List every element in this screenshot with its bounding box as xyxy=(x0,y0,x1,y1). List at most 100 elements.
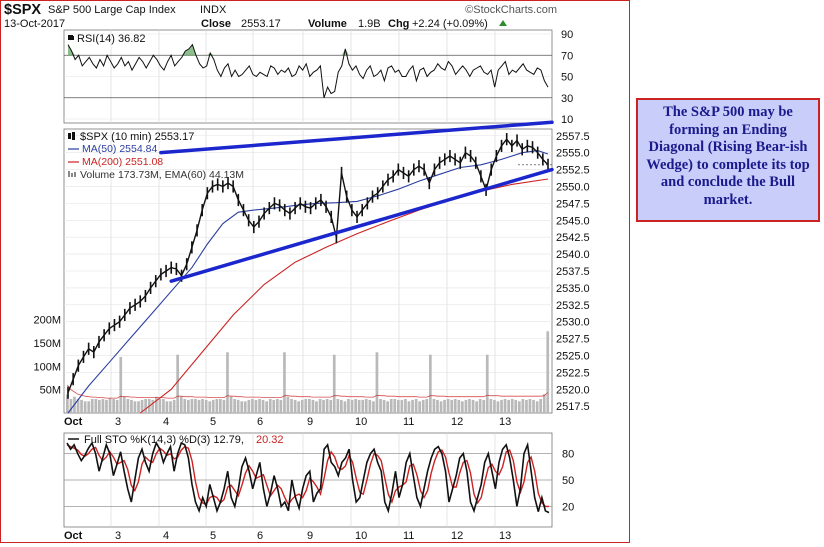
volume-bar xyxy=(457,399,461,413)
volume-label: Volume xyxy=(308,18,347,30)
volume-bar xyxy=(187,399,190,413)
volume-bar xyxy=(297,401,300,413)
volume-bar xyxy=(155,396,158,413)
volume-bar xyxy=(389,399,393,413)
volume-bar xyxy=(179,396,183,413)
volume-bar xyxy=(201,399,204,413)
close-value: 2553.17 xyxy=(241,18,281,30)
volume-bar xyxy=(485,354,489,413)
volume-bar xyxy=(329,399,333,413)
index-name: S&P 500 Large Cap Index xyxy=(48,4,176,16)
volume-bar xyxy=(439,401,443,413)
rsi-legend: RSI(14) 36.82 xyxy=(68,33,145,45)
volume-bar xyxy=(165,401,169,413)
price-tick-label: 2540.0 xyxy=(556,249,590,261)
x-tick-label: 5 xyxy=(210,530,216,542)
volume-bar xyxy=(137,401,140,413)
volume-bar xyxy=(407,401,411,413)
volume-bar xyxy=(215,399,219,413)
volume-bar xyxy=(308,399,311,413)
volume-bar xyxy=(535,401,539,413)
symbol: $SPX xyxy=(4,2,41,18)
stock-chart: $SPX S&P 500 Large Cap Index INDX ©Stock… xyxy=(4,2,590,542)
volume-bar xyxy=(436,399,439,413)
volume-bar xyxy=(247,399,251,413)
volume-bar xyxy=(162,399,165,413)
volume-bar xyxy=(322,399,325,413)
volume-bar xyxy=(240,401,244,413)
volume-bar xyxy=(76,399,80,413)
volume-bar xyxy=(311,399,315,413)
volume-bar xyxy=(122,396,126,413)
volume-bar xyxy=(190,399,194,413)
price-tick-label: 2550.0 xyxy=(556,181,590,193)
volume-bar xyxy=(514,399,518,413)
volume-bar xyxy=(265,401,268,413)
volume-bar xyxy=(364,399,368,413)
sto-tick-label: 50 xyxy=(562,475,574,487)
volume-bar xyxy=(507,399,510,413)
volume-bar xyxy=(229,396,233,413)
date: 13-Oct-2017 xyxy=(4,18,65,30)
volume-bar xyxy=(300,399,304,413)
volume-bar xyxy=(293,399,297,413)
volume-tick-label: 50M xyxy=(40,385,61,397)
volume-bar xyxy=(233,399,236,413)
x-tick-label: 10 xyxy=(355,416,367,428)
volume-bar xyxy=(283,352,286,413)
x-tick-label: 6 xyxy=(257,530,263,542)
volume-bar xyxy=(172,399,176,413)
volume-bar xyxy=(332,354,336,413)
volume-bar xyxy=(546,331,550,413)
volume-bar xyxy=(226,352,229,413)
volume-bar xyxy=(211,399,215,413)
x-tick-label: 5 xyxy=(210,416,216,428)
volume-bar xyxy=(489,399,493,413)
volume-bar xyxy=(468,399,471,413)
price-tick-label: 2547.5 xyxy=(556,198,590,210)
volume-bar xyxy=(261,399,265,413)
upper-wedge-trendline xyxy=(159,120,554,155)
volume-bar xyxy=(158,399,162,413)
price-tick-label: 2545.0 xyxy=(556,215,590,227)
close-label: Close xyxy=(201,18,231,30)
volume-bar xyxy=(464,399,468,413)
x-tick-label: 10 xyxy=(355,530,367,542)
price-tick-label: 2537.5 xyxy=(556,266,590,278)
volume-bar xyxy=(108,398,112,413)
x-tick-label: 12 xyxy=(451,416,463,428)
volume-bar xyxy=(372,401,375,413)
rsi-tick-label: 30 xyxy=(561,93,573,105)
x-tick-label: 9 xyxy=(307,416,313,428)
rsi-tick-label: 90 xyxy=(561,29,573,41)
volume-bar xyxy=(429,354,432,413)
volume-bar xyxy=(90,399,94,413)
price-tick-label: 2527.5 xyxy=(556,334,590,346)
volume-bar xyxy=(446,399,450,413)
price-tick-label: 2555.0 xyxy=(556,148,590,160)
volume-bar xyxy=(379,399,382,413)
x-tick-label: 13 xyxy=(499,530,511,542)
price-tick-label: 2522.5 xyxy=(556,367,590,379)
price-tick-label: 2517.5 xyxy=(556,401,590,413)
x-tick-label: 3 xyxy=(115,530,121,542)
x-tick-label: 12 xyxy=(451,530,463,542)
rsi-tick-label: 70 xyxy=(561,50,573,62)
x-tick-label: 3 xyxy=(115,416,121,428)
x-tick-label: 11 xyxy=(403,416,414,428)
x-tick-label: Oct xyxy=(64,530,83,542)
volume-bar xyxy=(286,396,290,413)
sto-tick-label: 20 xyxy=(562,501,574,513)
rsi-overbought-fill xyxy=(68,44,548,56)
volume-bar xyxy=(66,394,69,413)
volume-bar xyxy=(183,399,187,413)
price-tick-label: 2532.5 xyxy=(556,300,590,312)
annotation-text: The S&P 500 may be forming an Ending Dia… xyxy=(646,104,810,208)
sto-k-line xyxy=(66,441,550,514)
volume-bar xyxy=(500,399,503,413)
volume-value: 1.9B xyxy=(358,18,381,30)
volume-bar xyxy=(503,399,507,413)
x-tick-label: 4 xyxy=(163,416,169,428)
price-tick-label: 2542.5 xyxy=(556,232,590,244)
volume-bar xyxy=(397,399,400,413)
